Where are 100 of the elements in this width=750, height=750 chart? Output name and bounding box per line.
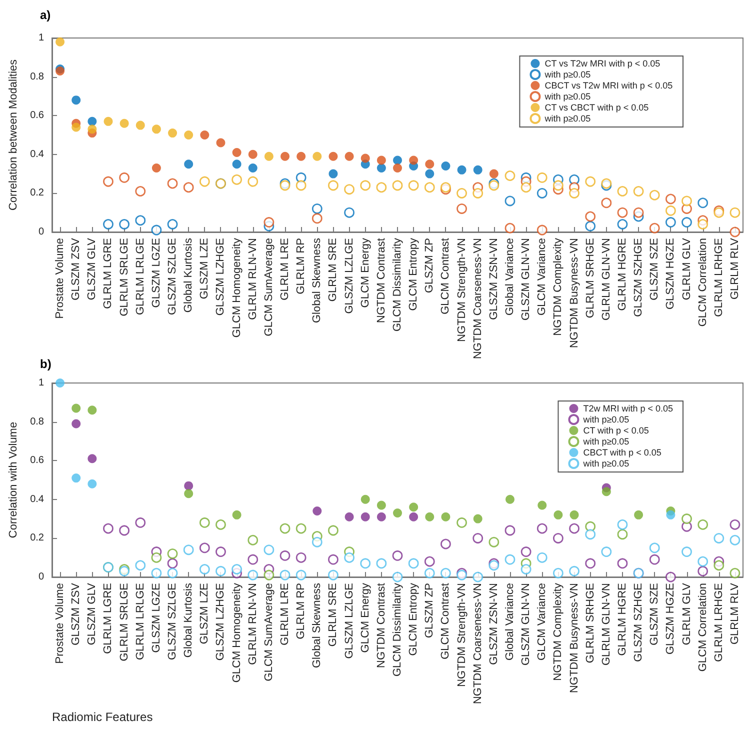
x-tick-label: GLSZM SZHGE — [632, 238, 645, 317]
x-tick-label: NGTDM Contrast — [375, 583, 388, 668]
legend-label: CT vs CBCT with p < 0.05 — [544, 102, 649, 112]
x-tick-label: GLSZM HGZE — [664, 583, 677, 655]
x-tick-label: GLRLM LGRE — [102, 583, 114, 654]
x-tick-label: GLSZM ZSV — [70, 582, 82, 646]
x-tick-label: GLRLM SRLGE — [118, 238, 130, 316]
x-tick-label: GLRLM GLV — [680, 237, 693, 300]
x-tick-label: GLCM SumAverage — [262, 583, 275, 682]
y-tick-label: 0 — [38, 572, 44, 582]
x-tick-label: Global Kurtosis — [182, 582, 195, 658]
x-tick-label: GLRLM SRLGE — [118, 583, 130, 662]
x-tick-label: GLCM Contrast — [440, 238, 452, 314]
chart-title: a) — [40, 8, 51, 22]
x-tick-label: Global Kurtosis — [182, 238, 195, 313]
x-tick-label: GLRLM LGRE — [102, 238, 114, 309]
x-tick-label: GLSZM GLV — [86, 237, 98, 300]
x-tick-label: GLSZM ZP — [424, 583, 436, 638]
x-tick-label: GLCM Dissimilarity — [392, 238, 404, 332]
x-tick-label: GLRLM RP — [295, 238, 308, 294]
legend-label: T2w MRI with p < 0.05 — [583, 404, 674, 414]
x-tick-label: GLCM Contrast — [440, 583, 452, 660]
x-tick-label: GLCM Entropy — [408, 238, 420, 311]
y-tick-label: 0.2 — [30, 188, 44, 199]
x-tick-label: GLSZM ZSN-VN — [488, 238, 500, 320]
x-tick-label: GLCM Correlation — [696, 583, 709, 672]
x-tick-label: GLSZM SZLGE — [166, 238, 179, 316]
x-tick-label: GLCM Energy — [359, 582, 372, 653]
legend-label: with p≥0.05 — [582, 414, 630, 424]
y-axis-title: Correlation between Modalities — [8, 58, 20, 211]
x-tick-label: NGTDM Coarseness-VN — [472, 582, 484, 704]
x-tick-label: GLSZM LZLGE — [343, 238, 356, 314]
x-tick-label: GLCM Homogeneity — [230, 238, 243, 338]
x-tick-label: GLRLM GLV — [680, 582, 693, 646]
legend-label: CT vs T2w MRI with p < 0.05 — [544, 58, 660, 68]
x-tick-label: GLRLM SRE — [327, 583, 340, 647]
x-tick-label: NGTDM Complexity — [552, 238, 564, 336]
x-tick-label: GLRLM LRHGE — [712, 238, 725, 317]
x-tick-label: GLSZM SZE — [648, 583, 661, 646]
x-tick-label: GLRLM SRE — [327, 238, 340, 302]
x-tick-label: GLSZM LZHGE — [214, 238, 227, 316]
x-tick-label: Global Skewness — [311, 238, 324, 323]
x-tick-label: GLRLM SRHGE — [584, 238, 596, 318]
legend-label: with p≥0.05 — [544, 70, 591, 80]
y-tick-label: 1 — [38, 378, 44, 388]
y-tick-label: 0.4 — [30, 148, 44, 160]
x-tick-label: GLSZM ZP — [424, 238, 436, 294]
x-tick-label: GLRLM SRHGE — [584, 583, 596, 664]
chart-title: b) — [40, 357, 52, 371]
x-tick-label: NGTDM Busyness-VN — [568, 582, 580, 694]
x-tick-label: GLSZM SZE — [648, 238, 661, 300]
x-tick-label: GLRLM LRE — [279, 238, 292, 300]
y-tick-label: 1 — [38, 32, 44, 44]
x-tick-label: GLRLM LRLGE — [134, 238, 146, 316]
y-axis-title: Correlation with Volume — [8, 422, 20, 538]
x-tick-label: GLRLM LRHGE — [712, 583, 725, 662]
x-tick-label: GLRLM LRE — [279, 583, 292, 646]
y-tick-label: 0.4 — [30, 494, 44, 505]
x-tick-label: GLSZM SZLGE — [166, 583, 179, 660]
x-tick-label: NGTDM Contrast — [375, 238, 388, 323]
x-tick-label: GLRLM RLV — [728, 237, 741, 300]
x-tick-label: GLRLM HGRE — [616, 238, 628, 311]
y-tick-label: 0.2 — [30, 532, 44, 544]
x-tick-label: Prostate Volume — [54, 238, 66, 319]
x-tick-label: Global Variance — [504, 583, 516, 660]
x-tick-label: Prostate Volume — [54, 583, 66, 664]
x-tick-label: GLSZM GLN-VN — [520, 582, 532, 666]
x-tick-label: GLSZM LZHGE — [214, 583, 227, 661]
x-tick-label: GLSZM GLV — [86, 582, 98, 646]
x-axis-title: Radiomic Features — [52, 710, 153, 724]
x-tick-label: GLRLM GLN-VN — [600, 582, 612, 666]
x-tick-label: Global Skewness — [311, 582, 324, 668]
x-tick-label: GLSZM SZHGE — [632, 583, 645, 662]
x-tick-label: GLSZM LZE — [198, 238, 211, 300]
x-tick-label: NGTDM Strength-VN — [456, 238, 468, 342]
x-tick-label: GLRLM LRLGE — [134, 583, 146, 660]
x-tick-label: GLCM SumAverage — [262, 238, 275, 336]
y-tick-label: 0.6 — [30, 455, 44, 466]
x-tick-label: NGTDM Complexity — [552, 582, 564, 681]
x-tick-label: GLCM Dissimilarity — [392, 582, 404, 676]
legend-label: with p≥0.05 — [544, 114, 591, 124]
x-tick-label: GLRLM RLV — [728, 582, 741, 645]
x-tick-label: GLSZM ZSN-VN — [488, 582, 500, 665]
x-tick-label: GLRLM GLN-VN — [600, 238, 612, 321]
x-tick-label: GLRLM RLN-VN — [246, 238, 259, 320]
x-tick-label: GLRLM HGRE — [616, 583, 628, 656]
x-tick-label: NGTDM Strength-VN — [456, 582, 468, 687]
x-tick-label: NGTDM Coarseness-VN — [472, 238, 484, 360]
legend-label: with p≥0.05 — [582, 436, 630, 446]
x-tick-label: GLSZM LZLGE — [343, 583, 356, 659]
x-tick-label: GLCM Homogeneity — [230, 582, 243, 683]
legend-label: with p≥0.05 — [582, 458, 630, 468]
y-tick-label: 0.8 — [30, 71, 44, 82]
x-tick-label: GLSZM GLN-VN — [520, 238, 532, 321]
y-tick-label: 0.8 — [30, 416, 44, 428]
x-tick-label: GLRLM RP — [295, 583, 308, 640]
x-tick-label: GLRLM RLN-VN — [246, 582, 259, 665]
legend-label: CBCT vs T2w MRI with p < 0.05 — [544, 80, 673, 90]
x-tick-label: GLSZM LZE — [198, 583, 211, 644]
legend-label: with p≥0.05 — [544, 92, 591, 102]
